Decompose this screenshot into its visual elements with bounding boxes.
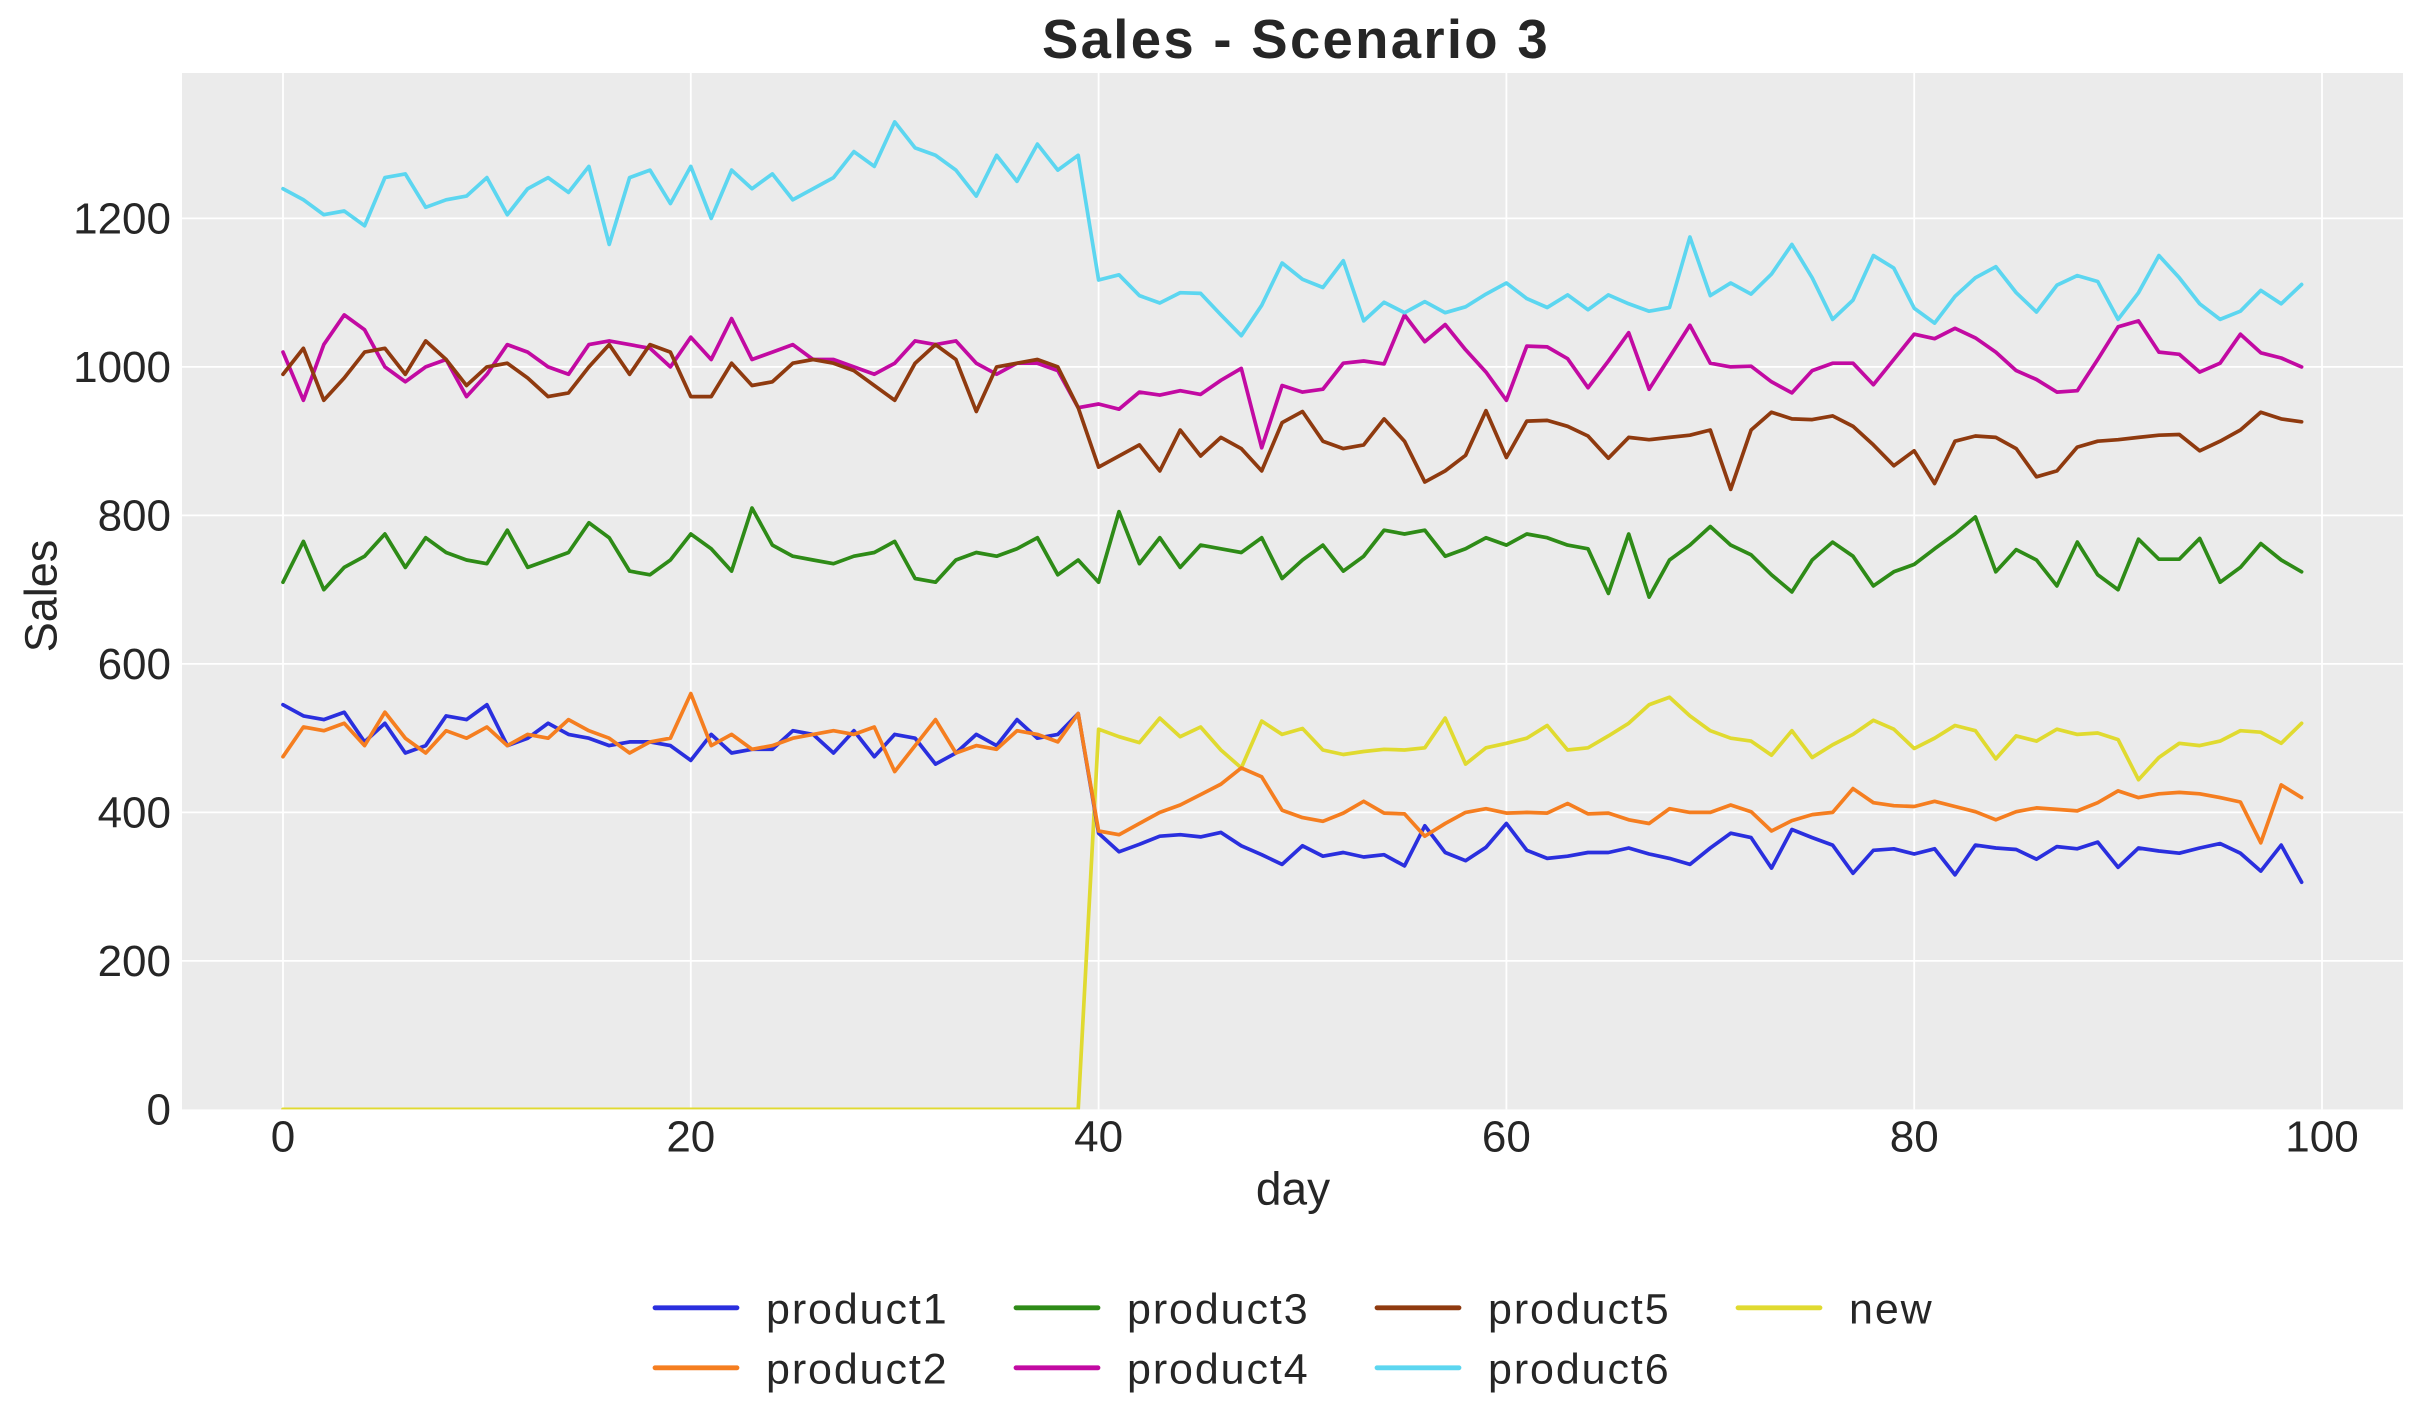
svg-text:600: 600 <box>98 640 171 689</box>
svg-text:100: 100 <box>2285 1112 2358 1161</box>
svg-text:40: 40 <box>1074 1112 1123 1161</box>
svg-text:0: 0 <box>147 1086 171 1135</box>
svg-text:product6: product6 <box>1488 1346 1671 1394</box>
svg-text:60: 60 <box>1482 1112 1531 1161</box>
svg-text:200: 200 <box>98 937 171 986</box>
svg-text:Sales - Scenario 3: Sales - Scenario 3 <box>1042 9 1550 70</box>
svg-text:80: 80 <box>1890 1112 1939 1161</box>
svg-text:800: 800 <box>98 492 171 541</box>
svg-text:0: 0 <box>271 1112 295 1161</box>
svg-text:day: day <box>1256 1163 1330 1215</box>
svg-text:Sales: Sales <box>16 540 67 653</box>
svg-text:product2: product2 <box>766 1346 949 1394</box>
svg-text:new: new <box>1849 1286 1934 1334</box>
svg-text:product5: product5 <box>1488 1286 1671 1334</box>
svg-text:product1: product1 <box>766 1286 949 1334</box>
svg-text:400: 400 <box>98 789 171 838</box>
svg-text:1200: 1200 <box>73 195 171 244</box>
svg-text:product4: product4 <box>1127 1346 1310 1394</box>
svg-text:1000: 1000 <box>73 343 171 392</box>
svg-text:product3: product3 <box>1127 1286 1310 1334</box>
svg-text:20: 20 <box>666 1112 715 1161</box>
